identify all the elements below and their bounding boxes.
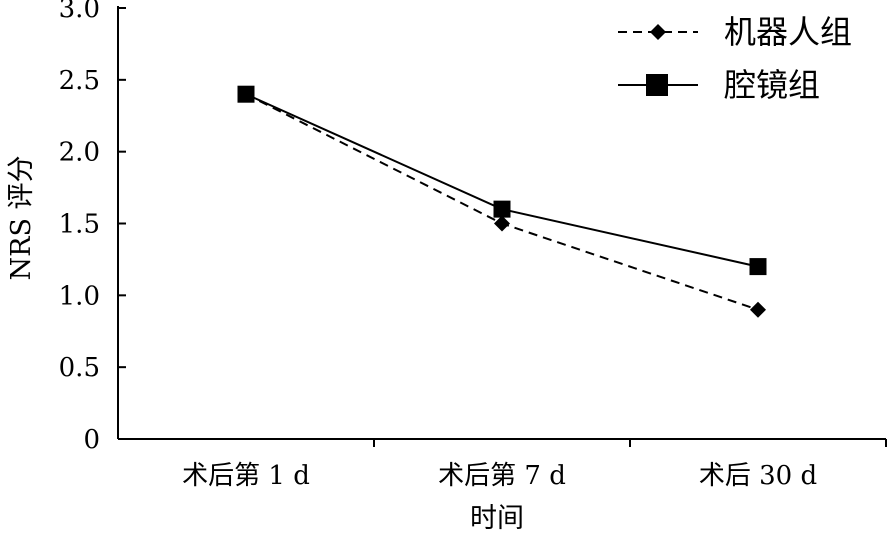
x-tick-label: 术后第 1 d xyxy=(182,461,310,491)
y-tick-label: 1.0 xyxy=(59,281,100,311)
y-tick-label: 2.0 xyxy=(59,138,100,168)
y-tick-label: 2.5 xyxy=(59,66,100,96)
legend-label: 机器人组 xyxy=(724,13,852,51)
series-2 xyxy=(237,85,767,276)
y-tick-label: 0.5 xyxy=(59,353,100,383)
y-tick-label: 0 xyxy=(83,425,100,455)
data-point xyxy=(750,301,766,318)
data-point xyxy=(749,258,767,276)
x-tick-label: 术后 30 d xyxy=(699,461,817,491)
legend-item: 机器人组 xyxy=(618,13,852,51)
y-axis-ticks: 0 0.5 1.0 1.5 2.0 2.5 3.0 xyxy=(59,0,126,455)
data-point xyxy=(237,85,255,103)
x-axis-ticks: 术后第 1 d 术后第 7 d 术后 30 d xyxy=(182,439,887,491)
y-tick-label: 1.5 xyxy=(59,210,100,240)
series-layer xyxy=(237,85,767,318)
y-tick-label: 3.0 xyxy=(59,0,100,24)
x-tick-label: 术后第 7 d xyxy=(438,461,566,491)
legend-marker xyxy=(646,74,668,96)
x-axis-title: 时间 xyxy=(470,503,524,534)
series-line xyxy=(245,93,759,268)
legend-marker xyxy=(650,24,666,40)
legend-label: 腔镜组 xyxy=(724,66,820,104)
data-point xyxy=(493,200,511,218)
data-point xyxy=(494,215,510,232)
legend-item: 腔镜组 xyxy=(618,66,820,104)
y-axis-title: NRS 评分 xyxy=(6,155,37,280)
